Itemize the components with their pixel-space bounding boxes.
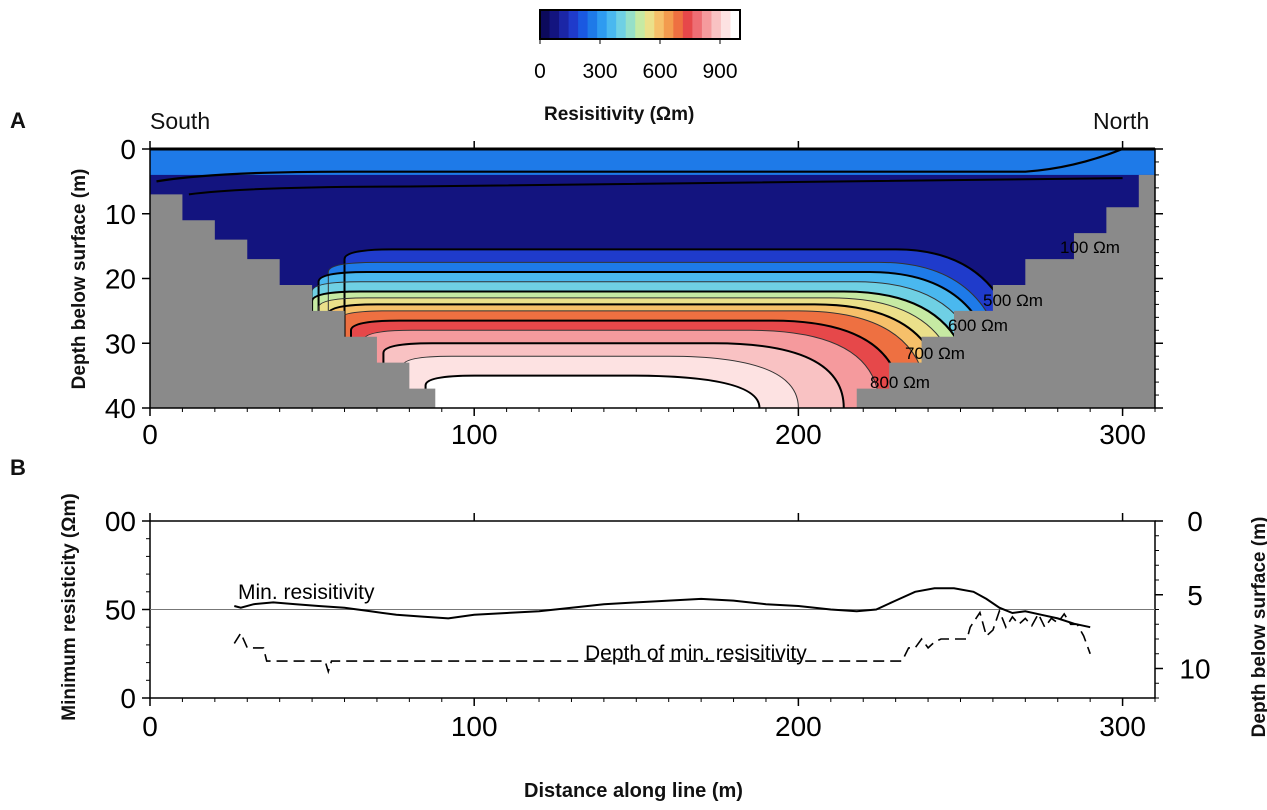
contour-line: [402, 355, 799, 408]
panel-b-xlabel: Distance along line (m): [524, 780, 743, 802]
panel-letter-a: A: [10, 108, 26, 133]
x-tick-label: 300: [1099, 711, 1146, 742]
contour-label-500: 500 Ωm: [983, 291, 1043, 310]
x-tick-label: 0: [142, 419, 158, 450]
y2-tick-label: 5: [1187, 580, 1203, 611]
series-label-min-resistivity: Min. resisitivity: [238, 581, 375, 604]
section-left-edge: [150, 181, 458, 408]
y-tick-label: 0: [120, 683, 136, 714]
colorbar-tick-label: 900: [702, 60, 737, 83]
panel-a-ticks: 0 100 200 300 0 10 20 30 40: [105, 134, 1163, 450]
contour-label-800: 800 Ωm: [870, 373, 930, 392]
contour-label-100: 100 Ωm: [1060, 238, 1120, 257]
colorbar-ticks: 0 300 600 900: [534, 39, 738, 83]
colorbar-swatch: [730, 10, 741, 39]
colorbar-title: Resisitivity (Ωm): [544, 104, 695, 125]
series-min-resistivity: [234, 587, 1091, 629]
contour-labels: 100 Ωm 500 Ωm 600 Ωm 700 Ωm 800 Ωm: [870, 238, 1120, 392]
colorbar-swatch: [720, 10, 732, 39]
x-tick-label: 200: [775, 419, 822, 450]
colorbar-swatch: [578, 10, 589, 39]
colorbar-swatch: [568, 10, 579, 39]
panel-b-y2label: Depth below surface (m): [1249, 516, 1267, 738]
panel-a: 0 100 200 300 0 10 20 30 40 100 Ωm 500 Ωm 600 Ωm…: [105, 134, 1163, 450]
colorbar-tick-label: 0: [534, 60, 546, 83]
colorbar-tick-label: 600: [642, 60, 677, 83]
colorbar-swatch: [682, 10, 693, 39]
series-depth-of-min: [233, 608, 1091, 675]
contour-label-700: 700 Ωm: [905, 344, 965, 363]
x-tick-label: 100: [451, 711, 498, 742]
panel-letter-b: B: [10, 455, 26, 480]
colorbar-swatch: [625, 10, 636, 39]
south-label: South: [150, 108, 211, 134]
resistivity-section: [150, 149, 1155, 408]
y-tick-label: 20: [105, 264, 136, 295]
panel-a-ylabel: Depth below surface (m): [69, 168, 90, 390]
colorbar: 0 300 600 900: [534, 9, 741, 83]
contour-line: [363, 329, 880, 408]
y2-tick-label: 10: [1179, 654, 1210, 685]
contour-line: [156, 149, 1123, 183]
colorbar-swatch: [663, 10, 674, 39]
section-right-edge: [814, 149, 1155, 408]
y-tick-label: 0: [120, 134, 136, 165]
series-label-depth-of-min: Depth of min. resisitivity: [585, 642, 807, 665]
band-1000: [425, 375, 760, 408]
colorbar-swatch: [587, 10, 598, 39]
colorbar-swatch: [597, 10, 608, 39]
colorbar-swatch: [559, 10, 570, 39]
y-tick-label: 00: [105, 506, 136, 537]
x-tick-label: 300: [1099, 419, 1146, 450]
contour-label-600: 600 Ωm: [948, 316, 1008, 335]
contour-line: [382, 342, 845, 408]
y2-tick-label: 0: [1187, 506, 1203, 537]
x-tick-label: 200: [775, 711, 822, 742]
colorbar-swatch: [549, 10, 560, 39]
colorbar-swatch: [616, 10, 627, 39]
colorbar-swatch: [692, 10, 703, 39]
colorbar-swatch: [540, 10, 551, 39]
y-tick-label: 50: [105, 595, 136, 626]
colorbar-tick-label: 300: [582, 60, 617, 83]
colorbar-swatch: [701, 10, 713, 39]
colorbar-swatch: [606, 10, 617, 39]
north-label: North: [1093, 108, 1150, 134]
colorbar-swatch: [654, 10, 665, 39]
contour-line: [188, 177, 1123, 196]
colorbar-frame: [539, 9, 741, 40]
panel-b-ylabel: Minimum resisticity (Ωm): [59, 493, 80, 721]
colorbar-swatches: [540, 10, 741, 39]
x-tick-label: 0: [142, 711, 158, 742]
contour-line: [424, 374, 761, 408]
colorbar-swatch: [711, 10, 722, 39]
y-tick-label: 30: [105, 328, 136, 359]
y-tick-label: 40: [105, 393, 136, 424]
colorbar-swatch: [635, 10, 646, 39]
colorbar-swatch: [673, 10, 684, 39]
x-tick-label: 100: [451, 419, 498, 450]
y-tick-label: 10: [105, 199, 136, 230]
colorbar-swatch: [644, 10, 655, 39]
